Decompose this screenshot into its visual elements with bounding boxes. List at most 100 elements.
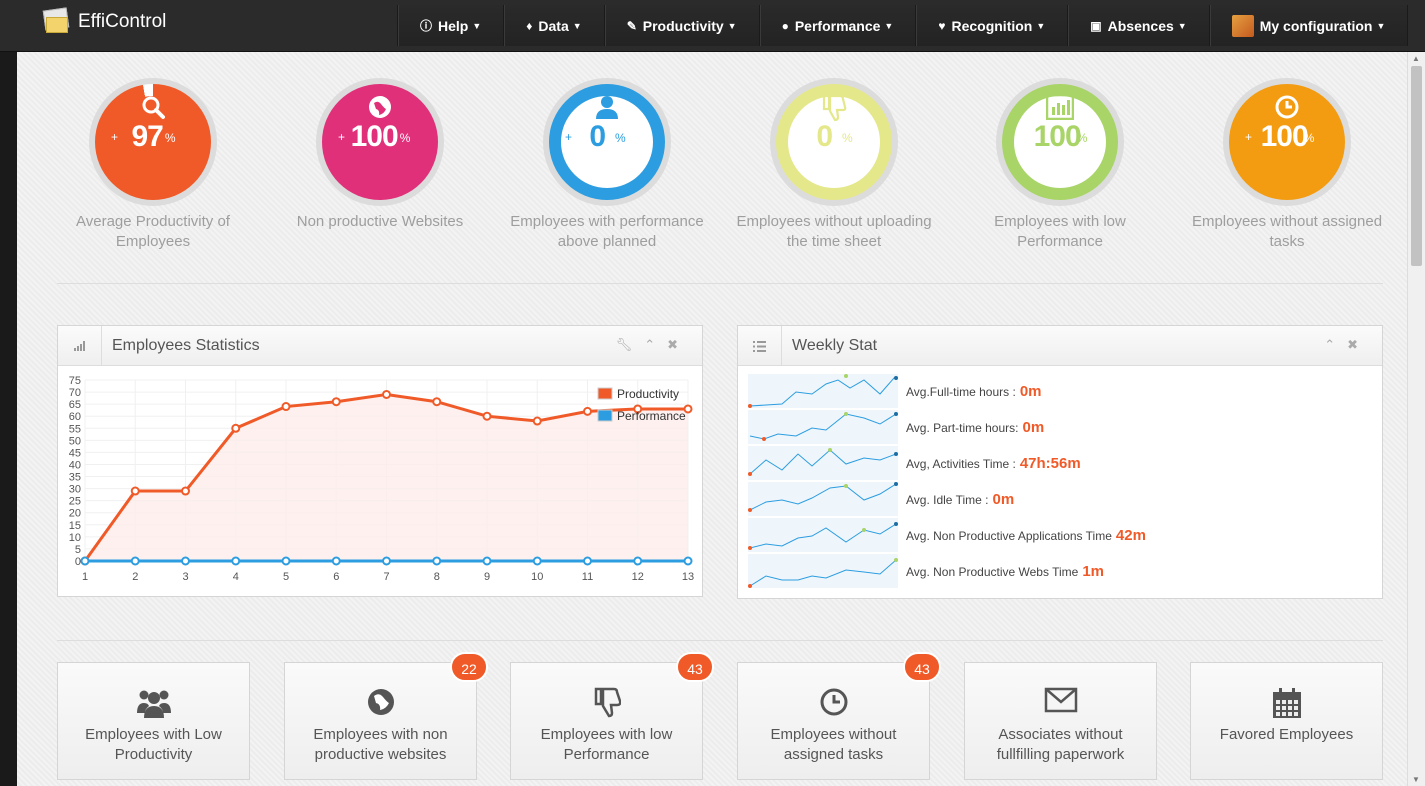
stat-prefix: +	[1245, 130, 1253, 144]
weekly-row-value: 0m	[1022, 419, 1045, 436]
x-tick-label: 12	[632, 571, 644, 583]
app-logo-icon	[42, 7, 70, 35]
scroll-up-icon[interactable]: ▲	[1412, 54, 1420, 63]
list-icon	[738, 326, 782, 366]
scrollbar-thumb[interactable]	[1411, 66, 1422, 266]
y-tick-label: 25	[69, 496, 81, 508]
nav-my-configuration[interactable]: My configuration ▼	[1208, 5, 1409, 46]
brand[interactable]: EffiControl	[42, 6, 166, 38]
weekly-row-value: 0m	[992, 491, 1015, 508]
main-content: + 97% Average Productivity of Employees …	[17, 52, 1407, 786]
x-tick-label: 2	[132, 571, 138, 583]
sparkline	[748, 518, 898, 552]
stat-average-productivity[interactable]: + 97% Average Productivity of Employees	[48, 78, 258, 252]
y-tick-label: 40	[69, 459, 81, 471]
nav-productivity[interactable]: ✎ Productivity ▼	[603, 5, 759, 46]
nav-performance[interactable]: ● Performance ▼	[758, 5, 916, 46]
widget-tools: 🔧︎⌃✖	[616, 337, 690, 353]
collapse-icon[interactable]: ⌃	[644, 337, 668, 352]
nav-help-label: Help	[438, 17, 469, 34]
performance-point	[281, 556, 291, 566]
productivity-point	[583, 406, 592, 416]
app-title: EffiControl	[78, 11, 167, 32]
performance-point	[331, 556, 341, 566]
productivity-point	[382, 389, 391, 399]
legend-label: Performance	[617, 409, 686, 423]
clock-icon	[738, 687, 929, 721]
scroll-down-icon[interactable]: ▼	[1412, 775, 1420, 784]
stat-unit: %	[842, 131, 853, 146]
nav-recognition[interactable]: ♥ Recognition ▼	[915, 5, 1068, 46]
thumbs-down-icon	[511, 687, 702, 721]
stat-prefix: +	[111, 130, 119, 144]
stat-ring: + 97%	[89, 78, 217, 206]
x-tick-label: 11	[582, 571, 593, 583]
sparkline	[748, 410, 898, 444]
stat-performance-above-planned[interactable]: + 0% Employees with performance above pl…	[502, 78, 712, 252]
performance-point	[583, 556, 592, 566]
productivity-point	[181, 486, 190, 496]
stat-without-time-sheet[interactable]: 0% Employees without uploading the time …	[729, 78, 939, 252]
nav-absences[interactable]: ▣ Absences ▼	[1067, 5, 1209, 46]
caret-down-icon: ▼	[1036, 20, 1046, 31]
tile-without-paperwork[interactable]: Associates without fullfilling paperwork	[964, 662, 1157, 780]
weekly-row-label: Avg. Part-time hours:	[906, 421, 1019, 435]
weekly-row-label: Avg. Idle Time :	[906, 493, 989, 507]
y-tick-label: 0	[75, 556, 81, 568]
sparkline	[748, 374, 898, 408]
top-navbar: EffiControl ⓘ Help ▼ ♦ Data ▼ ✎ Productivity ▼…	[0, 0, 1425, 52]
wrench-icon[interactable]: 🔧︎	[615, 337, 645, 352]
performance-point	[130, 556, 140, 566]
tile-favored-employees[interactable]: Favored Employees	[1190, 662, 1383, 780]
stat-caption: Employees without uploading the time she…	[736, 213, 932, 250]
caret-down-icon: ▼	[572, 20, 582, 31]
divider	[57, 283, 1383, 284]
widget-title: Employees Statistics	[112, 337, 260, 354]
globe-icon	[316, 94, 444, 127]
performance-point	[231, 556, 241, 566]
stat-prefix: +	[565, 130, 573, 144]
close-icon[interactable]: ✖	[1347, 337, 1370, 352]
weekly-row-value: 0m	[1019, 383, 1042, 400]
performance-point	[181, 556, 190, 566]
avatar	[1231, 14, 1254, 37]
info-icon: ⓘ	[420, 19, 433, 33]
thumbs-down-icon	[770, 94, 898, 129]
bar-chart-icon	[996, 93, 1124, 127]
stat-value: 0	[816, 120, 833, 153]
x-tick-label: 10	[531, 571, 543, 583]
caret-down-icon: ▼	[1177, 20, 1187, 31]
tile-low-performance[interactable]: 43 Employees with low Performance	[510, 652, 714, 780]
stat-non-productive-websites[interactable]: + 100% Non productive Websites	[275, 78, 485, 232]
globe-icon	[285, 687, 476, 721]
tile-low-productivity[interactable]: Employees with Low Productivity	[57, 662, 250, 780]
main-nav: ⓘ Help ▼ ♦ Data ▼ ✎ Productivity ▼ ● Performanc…	[397, 5, 1409, 46]
performance-point	[80, 556, 90, 566]
stat-ring: + 100%	[1223, 78, 1351, 206]
y-tick-label: 30	[69, 484, 81, 496]
stat-without-assigned-tasks[interactable]: + 100% Employees without assigned tasks	[1182, 78, 1392, 252]
collapse-icon[interactable]: ⌃	[1324, 337, 1348, 352]
stat-low-performance[interactable]: 100% Employees with low Performance	[955, 78, 1165, 252]
search-icon	[89, 94, 217, 127]
nav-data[interactable]: ♦ Data ▼	[503, 5, 604, 46]
close-icon[interactable]: ✖	[667, 337, 690, 352]
y-tick-label: 35	[69, 472, 81, 484]
weekly-row-value: 47h:56m	[1019, 455, 1081, 472]
nav-help[interactable]: ⓘ Help ▼	[397, 5, 504, 46]
page-scrollbar[interactable]: ▲ ▼	[1407, 52, 1425, 786]
performance-point	[532, 556, 542, 566]
weekly-row-label: Avg, Activities Time :	[906, 457, 1016, 471]
nav-absences-label: Absences	[1107, 17, 1174, 34]
stat-unit: %	[164, 131, 176, 146]
clock-icon	[1223, 94, 1351, 127]
tile-without-assigned-tasks[interactable]: 43 Employees without assigned tasks	[737, 652, 941, 780]
tile-label: Favored Employees	[1219, 726, 1354, 743]
x-tick-label: 9	[484, 571, 490, 583]
legend-swatch	[597, 409, 613, 422]
productivity-area	[85, 394, 688, 561]
productivity-point	[331, 397, 341, 407]
widget-tools: ⌃✖	[1324, 337, 1370, 353]
caret-down-icon: ▼	[884, 20, 894, 31]
tile-non-productive-websites[interactable]: 22 Employees with non productive website…	[284, 652, 488, 780]
